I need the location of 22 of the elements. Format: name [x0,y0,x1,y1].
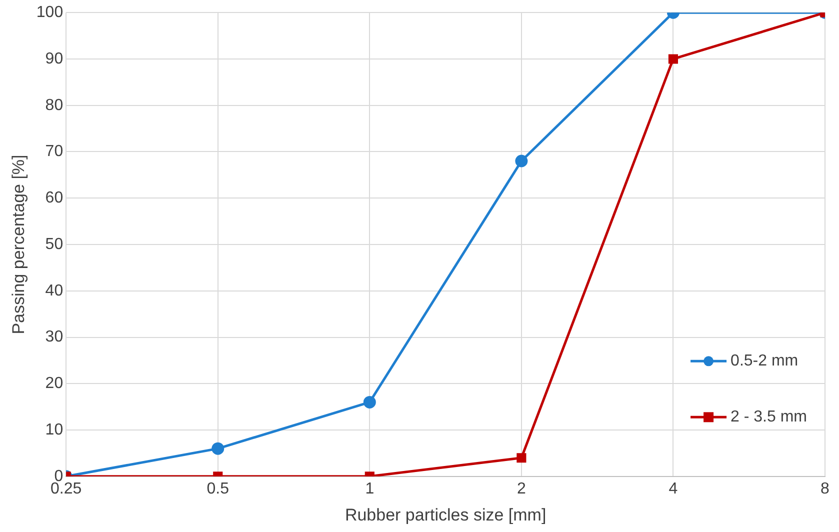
y-tick-label: 10 [45,421,64,438]
y-tick-label: 50 [45,236,64,253]
x-tick-label: 0.5 [206,480,230,498]
legend-label: 2 - 3.5 mm [730,408,808,426]
y-tick-label: 100 [36,4,64,22]
x-axis-title: Rubber particles size [mm] [344,505,546,524]
y-tick-label: 30 [45,328,64,346]
y-tick-label: 90 [45,50,64,68]
point [363,396,376,408]
y-tick-label: 60 [45,190,64,207]
x-tick-label: 1 [365,480,374,498]
x-tick-label: 2 [516,480,526,498]
x-tick-label: 0.25 [50,480,82,498]
legend-label: 0.5-2 mm [730,352,798,370]
y-tick-label: 80 [45,96,64,114]
x-tick-label: 4 [668,480,678,498]
point [515,154,528,168]
y-tick-label: 70 [45,143,64,160]
y-tick-label: 40 [45,282,64,300]
y-tick-label: 20 [45,375,64,392]
y-axis-title: Passing percentage [%] [8,154,28,334]
x-tick-label: 8 [820,480,830,498]
